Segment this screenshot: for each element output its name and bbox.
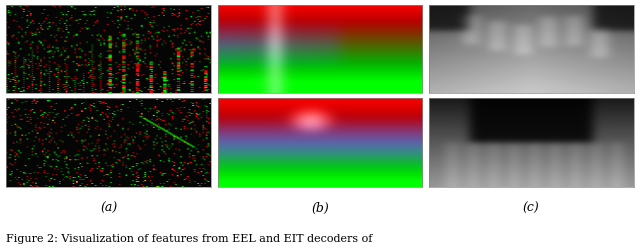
Text: (c): (c): [523, 202, 540, 215]
Text: Figure 2: Visualization of features from EEL and EIT decoders of: Figure 2: Visualization of features from…: [6, 234, 372, 244]
Text: (b): (b): [311, 202, 329, 215]
Text: (a): (a): [100, 202, 117, 215]
